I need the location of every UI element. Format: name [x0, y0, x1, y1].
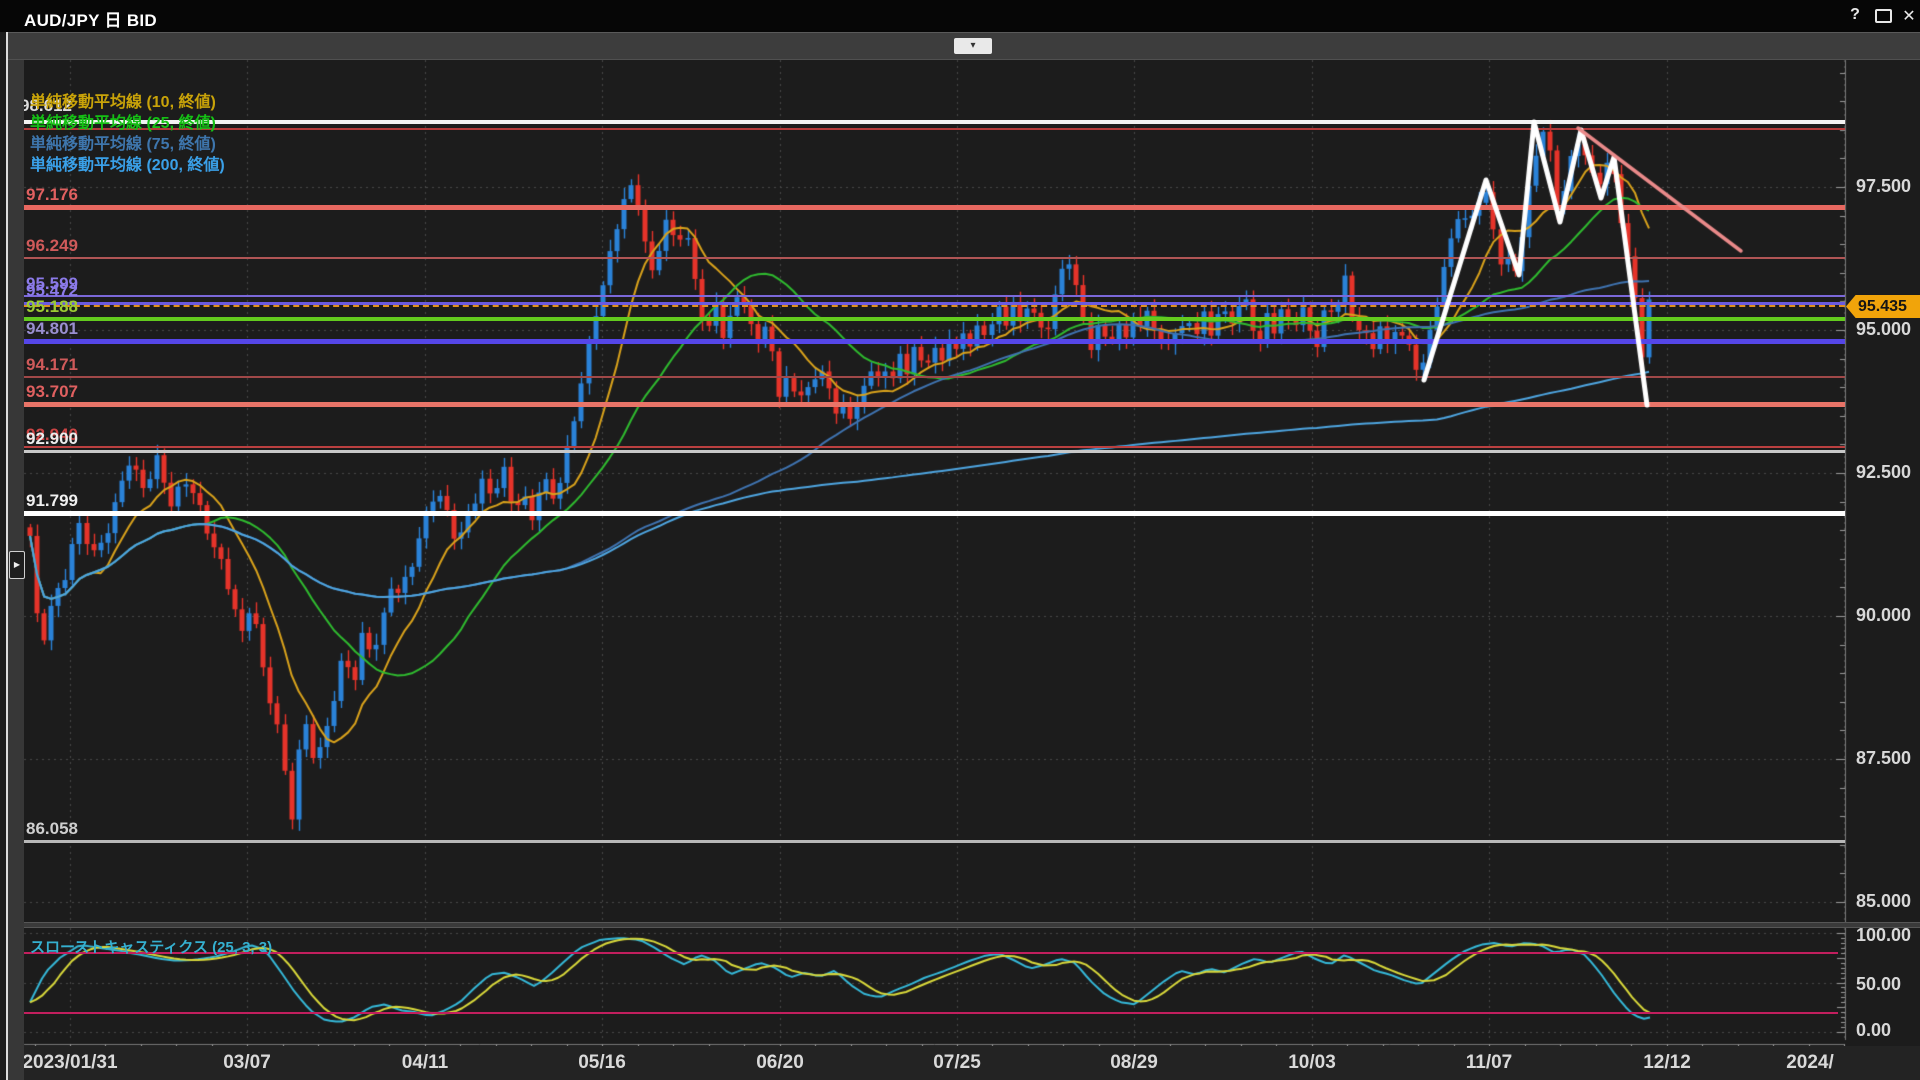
price-level-line — [24, 510, 1845, 516]
right-axis-label: 95.000 — [1856, 319, 1912, 339]
price-level-line — [24, 257, 1845, 259]
price-level-line — [24, 204, 1845, 210]
legend-sma200[interactable]: 単純移動平均線 (200, 終値) — [30, 157, 225, 174]
x-axis-label: 2023/01/31 — [22, 1052, 118, 1073]
close-icon[interactable]: ✕ — [1902, 8, 1916, 25]
indicator-legend: 単純移動平均線 (10, 終値) 単純移動平均線 (25, 終値) 単純移動平均… — [30, 88, 225, 174]
stoch-axis-label: 50.00 — [1856, 974, 1902, 994]
panel-divider[interactable] — [8, 922, 1920, 928]
price-level-line — [24, 128, 1845, 130]
x-axis-label: 07/25 — [933, 1052, 981, 1073]
price-level-line — [24, 120, 1845, 124]
x-axis-label: 03/07 — [223, 1052, 271, 1073]
price-level-line — [24, 338, 1845, 344]
right-axis-label: 85.000 — [1856, 891, 1912, 911]
price-level-line — [24, 317, 1845, 321]
price-level-line — [24, 839, 1845, 843]
current-price-line — [24, 305, 1845, 307]
x-axis-label: 06/20 — [756, 1052, 804, 1073]
expand-panel-button[interactable]: ▶ — [9, 551, 25, 579]
x-axis-label: 04/11 — [401, 1052, 449, 1073]
legend-sma10[interactable]: 単純移動平均線 (10, 終値) — [30, 94, 216, 111]
x-axis-label: 11/07 — [1465, 1052, 1513, 1073]
price-level-label: 91.799 — [26, 491, 78, 510]
right-axis-label: 92.500 — [1856, 462, 1912, 482]
maximize-glyph — [1874, 9, 1892, 23]
maximize-icon[interactable] — [1872, 9, 1894, 29]
price-level-label: 95.188 — [26, 297, 78, 316]
stoch-axis-label: 0.00 — [1856, 1020, 1892, 1040]
toolbar-collapse-button[interactable]: ▾ — [954, 38, 992, 54]
toolbar-strip: ▾ — [8, 32, 1920, 60]
help-icon[interactable]: ? — [1850, 6, 1860, 23]
price-level-line — [24, 446, 1845, 448]
price-level-label: 86.058 — [26, 819, 78, 838]
right-axis-label: 87.500 — [1856, 748, 1912, 768]
right-axis-label: 97.500 — [1856, 176, 1912, 196]
current-price-badge: 95.435 — [1846, 295, 1920, 318]
x-axis-label: 05/16 — [578, 1052, 626, 1073]
stoch-axis-label: 100.00 — [1856, 925, 1912, 945]
stoch-upper-line — [24, 952, 1838, 954]
window-title: AUD/JPY 日 BID — [24, 11, 158, 30]
legend-sma25[interactable]: 単純移動平均線 (25, 終値) — [30, 115, 216, 132]
price-level-line — [24, 401, 1845, 407]
legend-sma75[interactable]: 単純移動平均線 (75, 終値) — [30, 136, 216, 153]
price-level-label: 94.171 — [26, 355, 78, 374]
price-level-line — [24, 449, 1845, 453]
price-level-label: 97.176 — [26, 185, 78, 204]
right-axis-label: 90.000 — [1856, 605, 1912, 625]
title-bar[interactable]: AUD/JPY 日 BID ? ✕ — [0, 0, 1920, 32]
stochastic-legend[interactable]: スローストキャスティクス (25, 3, 3) — [30, 939, 273, 956]
x-axis-label: 08/29 — [1110, 1052, 1158, 1073]
stoch-lower-line — [24, 1012, 1838, 1014]
x-axis-label: 10/03 — [1288, 1052, 1336, 1073]
price-level-label: 96.249 — [26, 236, 78, 255]
x-axis-label: 2024/ — [1786, 1052, 1834, 1073]
price-level-line — [24, 295, 1845, 297]
price-level-label: 93.707 — [26, 382, 78, 401]
price-level-line — [24, 376, 1845, 378]
x-axis-label: 12/12 — [1643, 1052, 1691, 1073]
price-level-label: 94.801 — [26, 319, 78, 338]
price-level-label: 92.900 — [26, 429, 78, 448]
